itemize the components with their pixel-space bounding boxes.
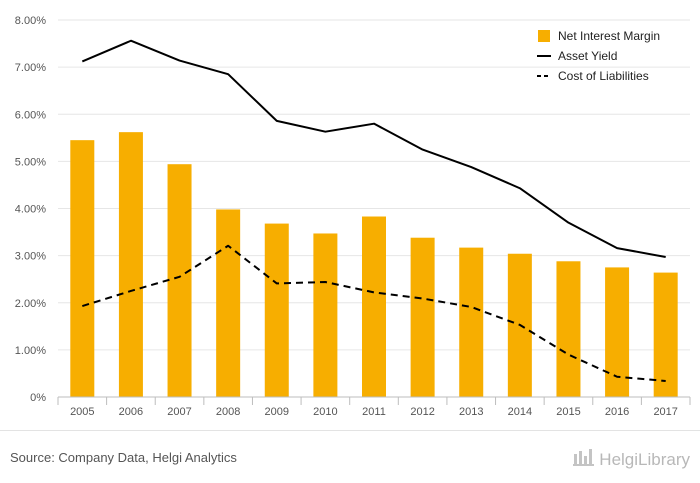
x-tick-label: 2014 [508, 406, 532, 418]
bar-net-interest-margin [264, 223, 289, 397]
x-tick-label: 2013 [459, 406, 483, 418]
y-tick-label: 1.00% [15, 345, 46, 357]
logo-icon [573, 448, 595, 471]
legend-label: Cost of Liabilities [558, 69, 649, 83]
x-tick-label: 2017 [653, 406, 677, 418]
bar-net-interest-margin [410, 237, 435, 397]
x-tick-label: 2008 [216, 406, 240, 418]
bar-net-interest-margin [605, 267, 630, 397]
y-axis: 0% 1.00% 2.00% 3.00% 4.00% 5.00% 6.00% 7.00% 8.0… [15, 15, 46, 404]
line-cost-of-liabilities [82, 244, 666, 382]
y-tick-label: 0% [30, 392, 46, 404]
x-tick-label: 2015 [556, 406, 580, 418]
x-tick-label: 2006 [119, 406, 143, 418]
x-tick-label: 2011 [362, 406, 386, 418]
x-tick-label: 2009 [265, 406, 289, 418]
bar-net-interest-margin [167, 164, 192, 397]
line-asset-yield [81, 39, 666, 259]
logo-text: HelgiLibrary [599, 449, 690, 469]
bar-net-interest-margin [362, 216, 386, 397]
bar-net-interest-margin [313, 233, 338, 397]
y-tick-label: 8.00% [15, 15, 46, 27]
bar-net-interest-margin [216, 209, 241, 397]
y-tick-label: 3.00% [15, 251, 46, 263]
x-axis: 2005 2006 2007 2008 2009 2010 2011 2012 2013 2014… [57, 396, 691, 418]
legend-swatch-bar [538, 30, 550, 42]
helgi-library-logo: HelgiLibrary [573, 448, 690, 471]
bar-net-interest-margin [556, 261, 581, 397]
legend-label: Net Interest Margin [558, 29, 660, 43]
bar-series [70, 132, 678, 397]
source-note: Source: Company Data, Helgi Analytics [10, 450, 237, 465]
x-tick-label: 2012 [410, 406, 434, 418]
bar-net-interest-margin [653, 272, 678, 397]
legend-label: Asset Yield [558, 49, 617, 63]
bar-net-interest-margin [459, 247, 484, 397]
x-tick-label: 2007 [167, 406, 191, 418]
line-series [81, 39, 666, 382]
y-tick-label: 6.00% [15, 109, 46, 121]
x-tick-label: 2010 [313, 406, 337, 418]
x-tick-label: 2005 [70, 406, 94, 418]
legend: Net Interest Margin Asset Yield Cost of Li… [537, 29, 660, 83]
footer-divider [0, 430, 700, 431]
x-tick-label: 2016 [605, 406, 629, 418]
bar-net-interest-margin [70, 140, 95, 397]
y-tick-label: 2.00% [15, 298, 46, 310]
chart: 0% 1.00% 2.00% 3.00% 4.00% 5.00% 6.00% 7.00% 8.0… [15, 15, 691, 418]
bar-net-interest-margin [118, 132, 143, 397]
y-tick-label: 4.00% [15, 204, 46, 216]
y-tick-label: 7.00% [15, 62, 46, 74]
y-tick-label: 5.00% [15, 156, 46, 168]
